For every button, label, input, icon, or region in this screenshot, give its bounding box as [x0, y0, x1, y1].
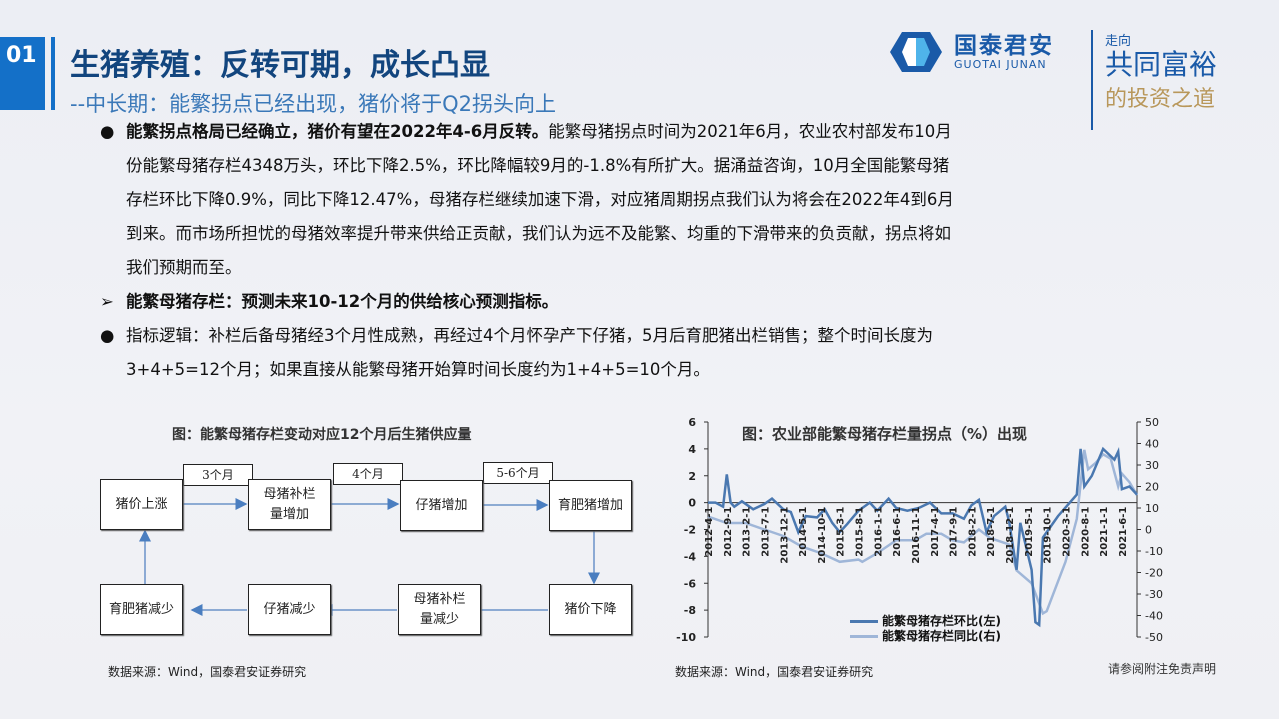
diagram-title: 图：能繁母猪存栏变动对应12个月后生猪供应量 [172, 427, 472, 443]
x-tick-label: 2012-4-1 [704, 507, 715, 557]
legend-item: 能繁母猪存栏环比(左) [850, 614, 1001, 629]
x-tick-label: 2017-4-1 [930, 507, 941, 557]
disclaimer: 请参阅附注免责声明 [1108, 662, 1217, 676]
x-tick-label: 2013-2-1 [742, 507, 753, 557]
bullet-marker: ➢ [100, 292, 114, 311]
bullet-item: ● 能繁拐点格局已经确立，猪价有望在2022年4-6月反转。能繁母猪拐点时间为2… [100, 115, 1060, 285]
slogan-line: 走向 [1105, 34, 1132, 49]
x-tick-label: 2012-9-1 [723, 507, 734, 557]
y-left-tick-label: 0 [688, 497, 696, 510]
y-right-tick-label: 50 [1145, 416, 1159, 429]
bullet-marker: ● [100, 326, 115, 345]
x-tick-label: 2018-12-1 [1005, 507, 1016, 564]
y-right-tick-label: -50 [1145, 631, 1163, 644]
bullet-text: 份能繁母猪存栏4348万头，环比下降2.5%，环比降幅较9月的-1.8%有所扩大… [126, 156, 950, 175]
bullet-text: 指标逻辑：补栏后备母猪经3个月性成熟，再经过4个月怀孕产下仔猪，5月后育肥猪出栏… [126, 326, 933, 345]
logo-chinese-name: 国泰君安 [954, 32, 1054, 59]
x-tick-label: 2016-6-1 [892, 507, 903, 557]
header-divider [1091, 30, 1093, 130]
bullet-bold-text: 能繁母猪存栏：预测未来10-12个月的供给核心预测指标。 [126, 292, 559, 311]
y-left-tick-label: 4 [688, 443, 696, 456]
x-tick-label: 2015-8-1 [855, 507, 866, 557]
series-line [707, 449, 1139, 616]
x-tick-label: 2020-3-1 [1062, 507, 1073, 557]
flow-box: 猪价上涨 [100, 479, 183, 530]
series-line [708, 446, 1138, 628]
y-left-tick-label: -10 [676, 631, 696, 644]
chart-source: 数据来源：Wind，国泰君安证券研究 [675, 665, 874, 679]
bullet-text: 到来。而市场所担忧的母猪效率提升带来供给正贡献，我们认为远不及能繁、均重的下滑带… [126, 224, 951, 243]
company-logo: 国泰君安 GUOTAI JUNAN [888, 30, 1054, 74]
y-left-tick-label: -2 [684, 524, 696, 537]
chart-legend: 能繁母猪存栏环比(左) 能繁母猪存栏同比(右) [850, 614, 1001, 644]
x-tick-label: 2018-2-1 [967, 507, 978, 557]
x-tick-label: 2014-10-1 [817, 507, 828, 564]
y-right-tick-label: 40 [1145, 438, 1159, 451]
y-left-tick-label: 2 [688, 470, 696, 483]
flow-box: 仔猪增加 [400, 480, 483, 531]
flow-box: 母猪补栏量减少 [398, 584, 481, 635]
x-tick-label: 2013-12-1 [779, 507, 790, 564]
title-accent-bar [51, 37, 55, 110]
diagram-source: 数据来源：Wind，国泰君安证券研究 [108, 665, 307, 679]
page-title: 生猪养殖：反转可期，成长凸显 [70, 48, 490, 83]
x-tick-label: 2020-8-1 [1080, 507, 1091, 557]
duration-tag: 3个月 [183, 464, 253, 486]
x-tick-label: 2017-9-1 [949, 507, 960, 557]
y-right-tick-label: 20 [1145, 481, 1159, 494]
bullet-marker: ● [100, 122, 115, 141]
y-right-tick-label: -20 [1145, 567, 1163, 580]
y-right-tick-label: -10 [1145, 545, 1163, 558]
legend-label: 能繁母猪存栏环比(左) [882, 614, 1001, 628]
y-right-tick-label: 0 [1145, 524, 1152, 537]
y-left-tick-label: -6 [684, 577, 697, 590]
logo-mark-icon [890, 32, 942, 72]
slogan-line: 共同富裕 [1105, 48, 1218, 81]
bullet-bold-text: 能繁拐点格局已经确立，猪价有望在2022年4-6月反转。 [126, 122, 549, 141]
slogan: 走向 共同富裕 的投资之道 [1105, 30, 1255, 113]
legend-item: 能繁母猪存栏同比(右) [850, 629, 1001, 644]
legend-swatch [850, 635, 878, 638]
duration-tag: 5-6个月 [483, 462, 553, 484]
x-tick-label: 2016-11-1 [911, 507, 922, 564]
y-right-tick-label: -40 [1145, 610, 1163, 623]
x-tick-label: 2021-6-1 [1118, 507, 1129, 557]
flow-box: 母猪补栏量增加 [248, 479, 331, 530]
x-tick-label: 2015-3-1 [836, 507, 847, 557]
legend-label: 能繁母猪存栏同比(右) [882, 629, 1001, 643]
bullet-item: ➢ 能繁母猪存栏：预测未来10-12个月的供给核心预测指标。 [100, 285, 1060, 319]
section-number: 01 [0, 37, 45, 110]
y-right-tick-label: 10 [1145, 502, 1159, 515]
x-tick-label: 2019-5-1 [1024, 507, 1035, 557]
x-tick-label: 2016-1-1 [873, 507, 884, 557]
bullet-text: 能繁母猪拐点时间为2021年6月，农业农村部发布10月 [548, 122, 952, 141]
bullet-text: 存栏环比下降0.9%，同比下降12.47%，母猪存栏继续加速下滑，对应猪周期拐点… [126, 190, 954, 209]
chart-title: 图：农业部能繁母猪存栏量拐点（%）出现 [742, 425, 1028, 443]
y-right-tick-label: 30 [1145, 459, 1159, 472]
x-tick-label: 2013-7-1 [760, 507, 771, 557]
slogan-line: 的投资之道 [1105, 87, 1216, 112]
x-tick-label: 2014-5-1 [798, 507, 809, 557]
y-left-tick-label: -8 [684, 604, 696, 617]
x-tick-label: 2021-1-1 [1099, 507, 1110, 557]
bullet-list: ● 能繁拐点格局已经确立，猪价有望在2022年4-6月反转。能繁母猪拐点时间为2… [100, 115, 1060, 387]
x-tick-label: 2018-7-1 [986, 507, 997, 557]
y-left-tick-label: 6 [688, 416, 696, 429]
legend-swatch [850, 620, 878, 623]
y-right-tick-label: -30 [1145, 588, 1163, 601]
bullet-text: 3+4+5=12个月；如果直接从能繁母猪开始算时间长度约为1+4+5=10个月。 [126, 360, 710, 379]
flow-box: 猪价下降 [549, 584, 632, 635]
flow-box: 育肥猪增加 [549, 480, 632, 531]
duration-tag: 4个月 [333, 463, 403, 485]
bullet-text: 我们预期而至。 [126, 258, 242, 277]
flow-box: 仔猪减少 [248, 584, 331, 635]
page-subtitle: --中长期：能繁拐点已经出现，猪价将于Q2拐头向上 [70, 92, 557, 116]
logo-english-name: GUOTAI JUNAN [954, 57, 1047, 71]
flow-box: 育肥猪减少 [100, 584, 183, 635]
bullet-item: ● 指标逻辑：补栏后备母猪经3个月性成熟，再经过4个月怀孕产下仔猪，5月后育肥猪… [100, 319, 1060, 387]
x-tick-label: 2019-10-1 [1043, 507, 1054, 564]
y-left-tick-label: -4 [684, 550, 697, 563]
